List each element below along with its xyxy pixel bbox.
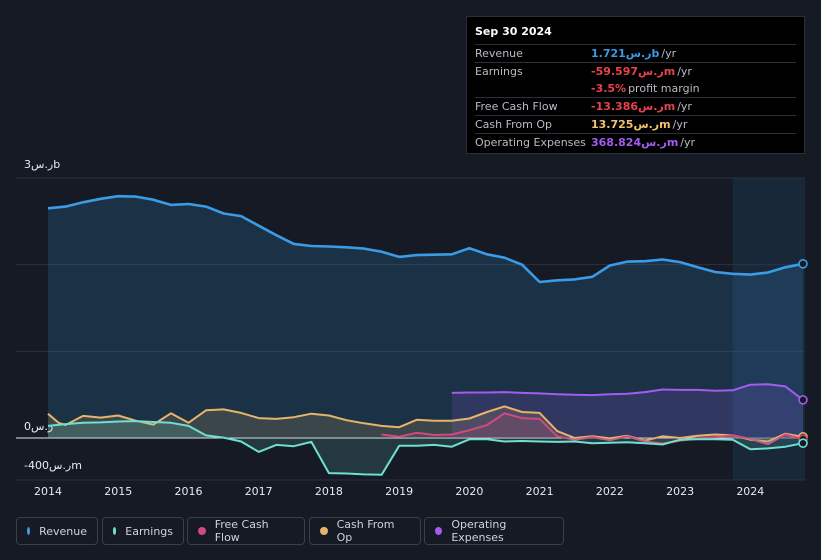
legend-label: Revenue <box>39 524 87 538</box>
x-tick-label: 2016 <box>174 485 202 498</box>
legend-dot-icon <box>27 527 31 535</box>
series-area-earnings <box>48 421 803 475</box>
tooltip-value: 368.824ر.سm <box>591 136 679 149</box>
hover-highlight-band <box>732 178 805 480</box>
tooltip-row-free-cash-flow: Free Cash Flow -13.386ر.سm /yr <box>475 97 796 115</box>
tooltip-label: Revenue <box>475 47 523 60</box>
tooltip-label: Cash From Op <box>475 118 553 131</box>
x-tick-label: 2019 <box>385 485 413 498</box>
tooltip-label: Operating Expenses <box>475 136 586 149</box>
legend-item-revenue[interactable]: Revenue <box>16 517 98 545</box>
series-line-free-cash-flow <box>381 412 804 446</box>
tooltip-unit: /yr <box>677 100 692 113</box>
tooltip-unit: /yr <box>680 136 696 149</box>
tooltip-value: -13.386ر.سm <box>591 100 676 113</box>
tooltip-date: Sep 30 2024 <box>475 25 552 38</box>
x-tick-label: 2018 <box>315 485 343 498</box>
legend-item-earnings[interactable]: Earnings <box>102 517 184 545</box>
tooltip-value: 13.725ر.سm <box>591 118 671 131</box>
series-area-operating-expenses <box>451 384 803 438</box>
x-tick-label: 2014 <box>34 485 62 498</box>
series-line-earnings <box>47 420 804 476</box>
series-line-operating-expenses <box>451 383 804 401</box>
end-marker-operating-expenses <box>798 395 808 405</box>
legend-item-operating-expenses[interactable]: Operating Expenses <box>424 517 564 545</box>
tooltip-value: -59.597ر.سm <box>591 65 676 78</box>
legend-dot-icon <box>320 527 328 535</box>
legend-item-free-cash-flow[interactable]: Free Cash Flow <box>187 517 305 545</box>
tooltip-unit: /yr <box>677 65 692 78</box>
x-tick-label: 2015 <box>104 485 132 498</box>
tooltip-row-cash-from-op: Cash From Op 13.725ر.سm /yr <box>475 115 796 133</box>
legend-label: Earnings <box>125 524 173 538</box>
tooltip-row-profit-margin: -3.5% profit margin <box>475 80 796 97</box>
x-tick-label: 2023 <box>666 485 694 498</box>
x-tick-label: 2022 <box>596 485 624 498</box>
series-line-revenue <box>47 194 804 284</box>
series-area-revenue <box>48 196 803 438</box>
tooltip-label: Free Cash Flow <box>475 100 558 113</box>
tooltip-unit: /yr <box>661 47 677 60</box>
tooltip-value: 1.721ر.سb <box>591 47 660 60</box>
end-marker-earnings <box>798 438 808 449</box>
tooltip-unit: profit margin <box>628 82 700 95</box>
legend-item-cash-from-op[interactable]: Cash From Op <box>309 517 421 545</box>
x-tick-label: 2017 <box>245 485 273 498</box>
chart-series <box>47 194 804 476</box>
x-tick-label: 2021 <box>526 485 554 498</box>
legend-dot-icon <box>113 527 117 535</box>
legend-label: Operating Expenses <box>451 518 507 544</box>
tooltip-label: Earnings <box>475 65 523 78</box>
series-area-free-cash-flow <box>381 413 803 445</box>
tooltip-unit: /yr <box>672 118 688 131</box>
legend-label: Cash From Op <box>336 518 395 544</box>
y-axis-bottom-label: -400ر.سm <box>24 459 82 472</box>
legend-dot-icon <box>198 527 206 535</box>
x-axis-ticks: 2014 2015 2016 2017 2018 2019 2020 2021 2022 2023… <box>34 485 764 498</box>
tooltip-row-operating-expenses: Operating Expenses 368.824ر.سm /yr <box>475 133 796 151</box>
data-tooltip: Sep 30 2024 Revenue 1.721ر.سb /yr Earnin… <box>466 16 805 154</box>
legend-dot-icon <box>435 527 443 535</box>
chart-end-markers <box>798 258 808 449</box>
tooltip-value: -3.5% <box>591 82 627 95</box>
series-area-cash-from-op <box>48 406 803 442</box>
series-line-cash-from-op <box>47 405 804 443</box>
tooltip-row-revenue: Revenue 1.721ر.سb /yr <box>475 44 796 62</box>
x-tick-label: 2024 <box>736 485 764 498</box>
y-axis-zero-label: 0ر.س <box>24 420 54 433</box>
y-axis-top-label: 3ر.سb <box>24 158 61 171</box>
x-tick-label: 2020 <box>455 485 483 498</box>
end-marker-revenue <box>798 258 808 269</box>
legend-label: Free Cash Flow <box>214 518 269 544</box>
tooltip-row-earnings: Earnings -59.597ر.سm /yr <box>475 62 796 80</box>
